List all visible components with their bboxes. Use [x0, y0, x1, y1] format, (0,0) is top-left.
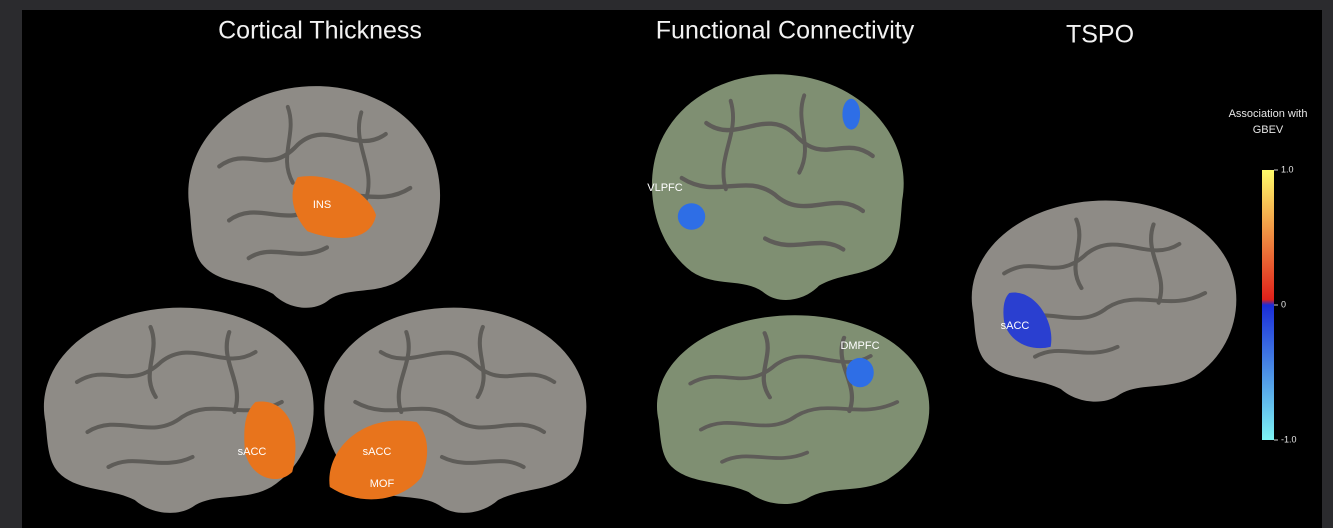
- brain-fc-lateral: [651, 74, 904, 300]
- brain-medial-left: [43, 307, 314, 513]
- brain-medial-right: [324, 307, 587, 513]
- colorbar-tick-label: 0: [1281, 299, 1286, 309]
- colorbar-tick-label: 1.0: [1281, 164, 1294, 174]
- region-label: DMPFC: [840, 340, 879, 352]
- region-label: VLPFC: [647, 182, 683, 194]
- region-label: INS: [313, 199, 331, 211]
- region-label: sACC: [238, 446, 267, 458]
- brain-lateral: [188, 86, 441, 308]
- panel-title: TSPO: [1066, 21, 1134, 49]
- panel-title: Functional Connectivity: [656, 17, 915, 45]
- region-label: MOF: [370, 478, 395, 490]
- brain-fc-medial: [656, 315, 930, 505]
- colorbar-tick-label: -1.0: [1281, 434, 1297, 444]
- region-label: sACC: [1001, 320, 1030, 332]
- colorbar: [1262, 170, 1274, 440]
- brain-tspo: [971, 200, 1237, 402]
- panel-title: Cortical Thickness: [218, 17, 422, 45]
- region-label: sACC: [363, 446, 392, 458]
- colorbar-title: Association with GBEV: [1228, 108, 1308, 136]
